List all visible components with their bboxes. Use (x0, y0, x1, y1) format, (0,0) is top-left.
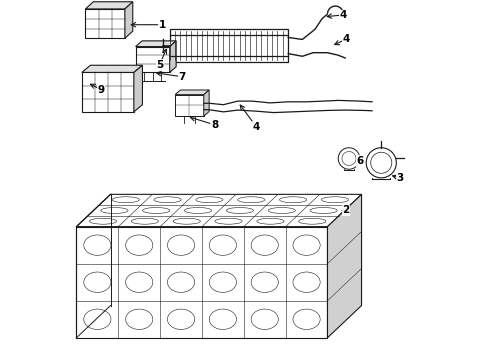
Text: 2: 2 (343, 206, 350, 216)
Text: 4: 4 (343, 34, 350, 44)
Polygon shape (85, 9, 125, 39)
Polygon shape (136, 41, 176, 46)
Ellipse shape (366, 148, 396, 178)
Polygon shape (85, 2, 133, 9)
Polygon shape (82, 65, 143, 72)
Text: 1: 1 (159, 20, 166, 30)
Text: 4: 4 (253, 122, 260, 132)
Text: 4: 4 (339, 10, 346, 20)
Polygon shape (175, 95, 204, 116)
Ellipse shape (338, 148, 360, 169)
Bar (170, 30, 288, 62)
Polygon shape (175, 90, 209, 95)
Polygon shape (136, 46, 170, 72)
Text: 7: 7 (178, 72, 186, 82)
Polygon shape (76, 226, 327, 338)
Polygon shape (134, 65, 143, 112)
Polygon shape (125, 2, 133, 39)
Text: 9: 9 (98, 85, 104, 95)
Text: 6: 6 (356, 156, 364, 166)
Text: 8: 8 (211, 120, 218, 130)
Text: 5: 5 (156, 59, 163, 69)
Polygon shape (76, 194, 362, 226)
Polygon shape (204, 90, 209, 116)
Polygon shape (170, 41, 176, 72)
Text: 3: 3 (396, 173, 404, 183)
Polygon shape (82, 72, 134, 112)
Polygon shape (327, 194, 362, 338)
